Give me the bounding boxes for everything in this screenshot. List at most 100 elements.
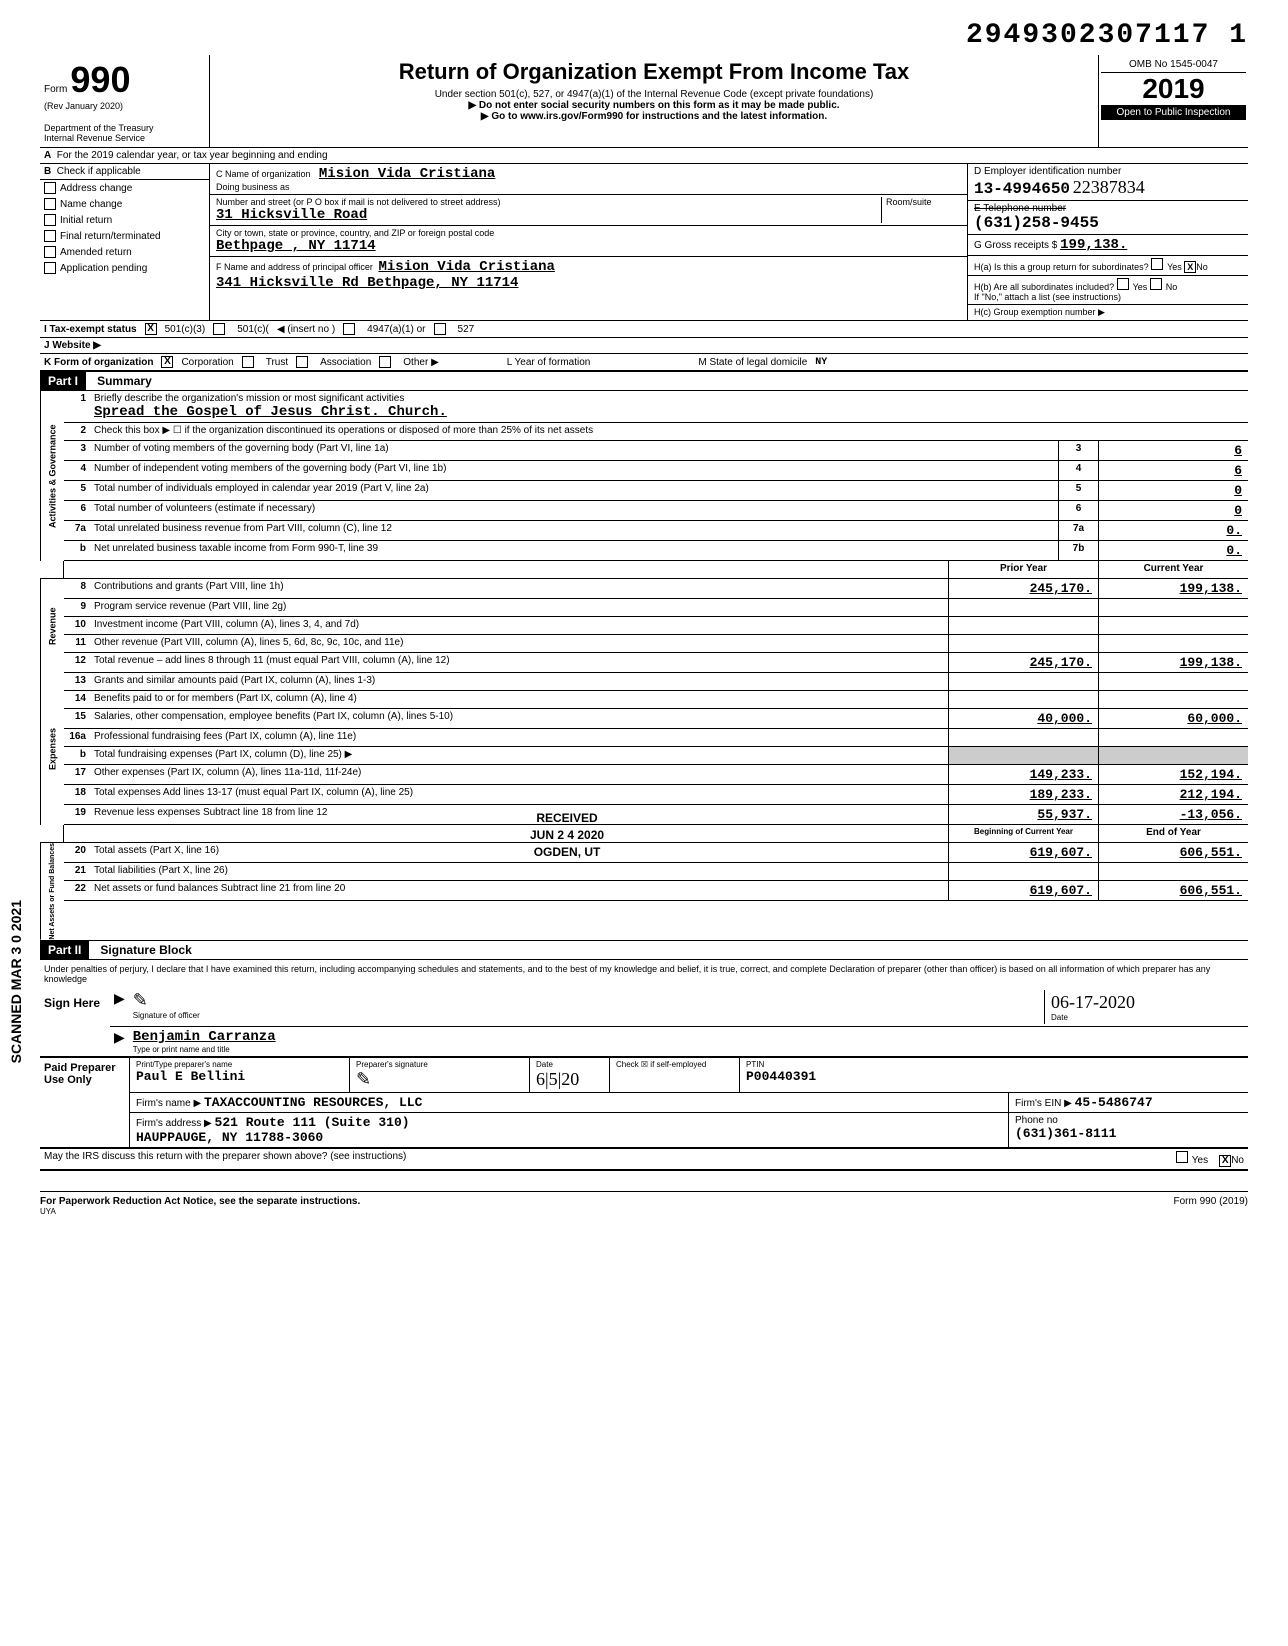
phone-label: E Telephone number	[974, 203, 1242, 214]
form-header: Form 990 (Rev January 2020) Department o…	[40, 55, 1248, 148]
line-5-desc: Total number of individuals employed in …	[90, 481, 1058, 500]
firm-phone: (631)361-8111	[1015, 1126, 1116, 1141]
sig-officer-label: Signature of officer	[133, 1011, 1044, 1020]
line-7a-box: 7a	[1058, 521, 1098, 540]
line1-label: Briefly describe the organization's miss…	[94, 393, 404, 404]
checkbox-final-return[interactable]	[44, 230, 56, 242]
ha-no[interactable]: X	[1184, 261, 1196, 273]
preparer-signature: ✎	[356, 1069, 371, 1089]
line-10-current	[1098, 617, 1248, 634]
preparer-name: Paul E Bellini	[136, 1069, 245, 1084]
line-13-current	[1098, 673, 1248, 690]
line-17-desc: Other expenses (Part IX, column (A), lin…	[90, 765, 948, 784]
hb-note: If "No," attach a list (see instructions…	[974, 292, 1242, 302]
line-3-box: 3	[1058, 441, 1098, 460]
paperwork-notice: For Paperwork Reduction Act Notice, see …	[40, 1196, 360, 1207]
uya-label: UYA	[40, 1207, 360, 1216]
org-name: Mision Vida Cristiana	[319, 166, 495, 182]
line-15-desc: Salaries, other compensation, employee b…	[90, 709, 948, 728]
checkbox-name-change[interactable]	[44, 198, 56, 210]
received-stamp: RECEIVED JUN 2 4 2020 OGDEN, UT	[530, 810, 604, 860]
cb-other[interactable]	[379, 356, 391, 368]
cb-501c[interactable]	[213, 323, 225, 335]
hc-label: H(c) Group exemption number ▶	[974, 307, 1105, 317]
line-7a-val: 0.	[1098, 521, 1248, 540]
line-18-desc: Total expenses Add lines 13-17 (must equ…	[90, 785, 948, 804]
line-12-current: 199,138.	[1098, 653, 1248, 672]
side-governance: Activities & Governance	[40, 391, 64, 561]
line-16a-desc: Professional fundraising fees (Part IX, …	[90, 729, 948, 746]
sig-date: 06-17-2020	[1051, 992, 1135, 1012]
line-18-current: 212,194.	[1098, 785, 1248, 804]
line-21-prior	[948, 863, 1098, 880]
sign-here-label: Sign Here	[40, 988, 110, 1056]
tax-exempt-label: I Tax-exempt status	[44, 324, 137, 335]
line-14-current	[1098, 691, 1248, 708]
prior-year-header: Prior Year	[948, 561, 1098, 578]
line-18-prior: 189,233.	[948, 785, 1098, 804]
line-4-val: 6	[1098, 461, 1248, 480]
cb-trust[interactable]	[242, 356, 254, 368]
cb-527[interactable]	[434, 323, 446, 335]
line-15-prior: 40,000.	[948, 709, 1098, 728]
line-21-desc: Total liabilities (Part X, line 26)	[90, 863, 948, 880]
city-state-zip: Bethpage , NY 11714	[216, 238, 961, 254]
subtitle-2: ▶ Do not enter social security numbers o…	[218, 100, 1090, 111]
ha-yes[interactable]	[1151, 258, 1163, 270]
sig-date-label: Date	[1051, 1013, 1238, 1022]
subtitle-1: Under section 501(c), 527, or 4947(a)(1)…	[218, 89, 1090, 100]
line-13-desc: Grants and similar amounts paid (Part IX…	[90, 673, 948, 690]
discuss-no[interactable]: X	[1219, 1155, 1231, 1167]
line-10-prior	[948, 617, 1098, 634]
line-b-desc: Total fundraising expenses (Part IX, col…	[90, 747, 948, 764]
checkbox-amended[interactable]	[44, 246, 56, 258]
city-label: City or town, state or province, country…	[216, 228, 961, 238]
checkbox-pending[interactable]	[44, 262, 56, 274]
discuss-question: May the IRS discuss this return with the…	[44, 1151, 406, 1167]
line-10-desc: Investment income (Part VIII, column (A)…	[90, 617, 948, 634]
line-15-current: 60,000.	[1098, 709, 1248, 728]
line-b-box: 7b	[1058, 541, 1098, 560]
line-17-prior: 149,233.	[948, 765, 1098, 784]
hb-no[interactable]	[1150, 278, 1162, 290]
state-domicile-label: M State of legal domicile	[698, 357, 807, 368]
firm-addr1: 521 Route 111 (Suite 310)	[215, 1115, 410, 1130]
line-22-desc: Net assets or fund balances Subtract lin…	[90, 881, 948, 900]
firm-ein: 45-5486747	[1075, 1095, 1153, 1110]
line-4-desc: Number of independent voting members of …	[90, 461, 1058, 480]
current-year-header: Current Year	[1098, 561, 1248, 578]
line-7a-desc: Total unrelated business revenue from Pa…	[90, 521, 1058, 540]
officer-name: Mision Vida Cristiana	[378, 259, 554, 275]
line-3-desc: Number of voting members of the governin…	[90, 441, 1058, 460]
line-b-desc: Net unrelated business taxable income fr…	[90, 541, 1058, 560]
perjury-text: Under penalties of perjury, I declare th…	[40, 960, 1248, 988]
subtitle-3: ▶ Go to www.irs.gov/Form990 for instruct…	[218, 111, 1090, 122]
cb-501c3[interactable]: X	[145, 323, 157, 335]
checkbox-address-change[interactable]	[44, 182, 56, 194]
room-label: Room/suite	[886, 197, 961, 207]
year-formation-label: L Year of formation	[507, 357, 591, 368]
line-3-val: 6	[1098, 441, 1248, 460]
line-16a-prior	[948, 729, 1098, 746]
cb-corporation[interactable]: X	[161, 356, 173, 368]
line-12-prior: 245,170.	[948, 653, 1098, 672]
officer-printed-name: Benjamin Carranza	[133, 1029, 276, 1045]
ptin-value: P00440391	[746, 1069, 816, 1084]
org-name-label: C Name of organization	[216, 169, 311, 179]
line-8-desc: Contributions and grants (Part VIII, lin…	[90, 579, 948, 598]
line-6-val: 0	[1098, 501, 1248, 520]
checkbox-initial-return[interactable]	[44, 214, 56, 226]
hb-label: H(b) Are all subordinates included?	[974, 282, 1114, 292]
cb-association[interactable]	[296, 356, 308, 368]
line-20-current: 606,551.	[1098, 843, 1248, 862]
gross-receipts: 199,138.	[1060, 237, 1127, 253]
firm-addr2: HAUPPAUGE, NY 11788-3060	[136, 1130, 323, 1145]
addr-label: Number and street (or P O box if mail is…	[216, 197, 881, 207]
phone-value: (631)258-9455	[974, 214, 1242, 232]
line-11-current	[1098, 635, 1248, 652]
dba-label: Doing business as	[216, 182, 961, 192]
cb-4947[interactable]	[343, 323, 355, 335]
line-9-prior	[948, 599, 1098, 616]
hb-yes[interactable]	[1117, 278, 1129, 290]
discuss-yes[interactable]	[1176, 1151, 1188, 1163]
